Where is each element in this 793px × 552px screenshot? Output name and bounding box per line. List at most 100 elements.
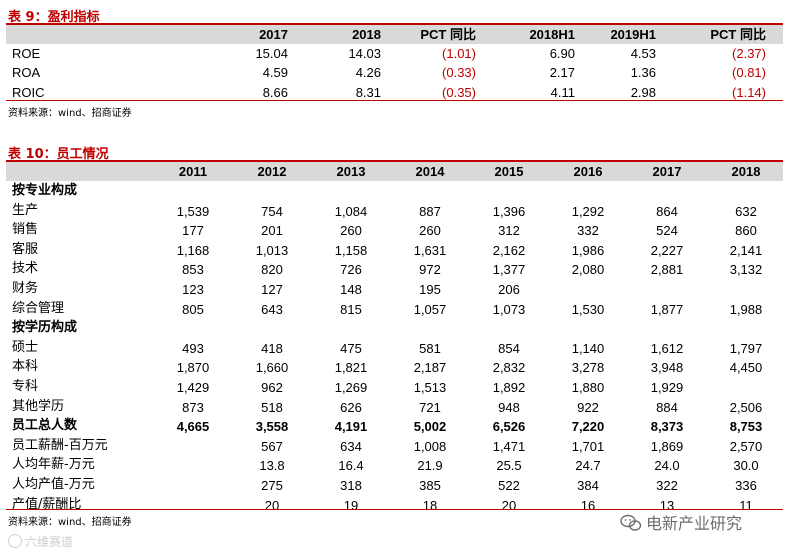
table10-section-label: 按学历构成 — [12, 320, 78, 335]
table10-cell: 948 — [498, 400, 520, 415]
table10-row-label: 本科 — [12, 359, 39, 374]
table10-cell: 581 — [419, 341, 441, 356]
table9-cell: 2.17 — [549, 65, 575, 80]
table9-cell: 8.66 — [262, 85, 288, 100]
table10-col-header: 2014 — [415, 164, 445, 179]
table10-cell: 1,013 — [255, 243, 289, 258]
table10-cell: 1,660 — [255, 360, 289, 375]
table10-cell: 567 — [261, 439, 283, 454]
table10-cell: 1,158 — [334, 243, 368, 258]
table10-col-header: 2018 — [731, 164, 761, 179]
table10-cell: 1,869 — [650, 439, 684, 454]
table10-cell: 1,292 — [571, 204, 605, 219]
table10-cell: 20 — [501, 498, 517, 513]
table9-row-label: ROA — [12, 65, 41, 80]
table10-cell: 1,870 — [176, 360, 210, 375]
table10-cell: 148 — [340, 282, 362, 297]
table10-cell: 726 — [340, 262, 362, 277]
table9-cell: (2.37) — [732, 46, 766, 61]
corner-watermark-text: 六维赛道 — [25, 535, 74, 549]
table10-cell: 206 — [498, 282, 520, 297]
table10-cell: 3,948 — [650, 360, 684, 375]
table10-cell: 6,526 — [492, 419, 526, 434]
table10-row-label: 产值/薪酬比 — [12, 497, 82, 512]
table9-col-header: 2018 — [352, 27, 381, 42]
table10-row-label: 销售 — [12, 222, 39, 237]
table10-cell: 1,471 — [492, 439, 526, 454]
table10-cell: 518 — [261, 400, 283, 415]
table10-row-label: 生产 — [12, 203, 39, 218]
table10-col-header: 2015 — [494, 164, 524, 179]
table10-cell: 632 — [735, 204, 757, 219]
table10-cell: 2,832 — [492, 360, 526, 375]
table10-top-rule — [6, 160, 783, 162]
table10-cell: 873 — [182, 400, 204, 415]
table9-source: 资料来源：wind、招商证券 — [8, 108, 132, 119]
table10-cell: 5,002 — [413, 419, 447, 434]
table10-cell: 2,187 — [413, 360, 447, 375]
table10-cell: 16 — [580, 498, 596, 513]
table10-cell: 962 — [261, 380, 283, 395]
table9-cell: 8.31 — [355, 85, 381, 100]
table10-row-label: 硕士 — [12, 340, 39, 355]
table9-cell: 15.04 — [255, 46, 288, 61]
table10-row-label: 员工薪酬-百万元 — [12, 438, 108, 453]
table10-row-label: 财务 — [12, 281, 39, 296]
table10-cell: 332 — [577, 223, 599, 238]
table10-cell: 1,988 — [729, 302, 763, 317]
table10-cell: 1,821 — [334, 360, 368, 375]
table9-header-band — [6, 25, 783, 44]
table10-cell: 13 — [659, 498, 675, 513]
table10-cell: 418 — [261, 341, 283, 356]
table10-cell: 721 — [419, 400, 441, 415]
table10-cell: 922 — [577, 400, 599, 415]
table10-cell: 384 — [577, 478, 599, 493]
corner-watermark: 六维赛道 — [8, 533, 73, 550]
table9-cell: (0.33) — [442, 65, 476, 80]
table10-cell: 4,450 — [729, 360, 763, 375]
table10-cell: 493 — [182, 341, 204, 356]
table10-cell: 322 — [656, 478, 678, 493]
table9-row-label: ROE — [12, 46, 41, 61]
table9-cell: (1.01) — [442, 46, 476, 61]
table9-cell: 1.36 — [630, 65, 656, 80]
table10-col-header: 2013 — [336, 164, 366, 179]
table9-cell: 4.59 — [262, 65, 288, 80]
table10-col-header: 2016 — [573, 164, 603, 179]
table10-cell: 1,929 — [650, 380, 684, 395]
table10-cell: 972 — [419, 262, 441, 277]
table10-row-label: 其他学历 — [12, 399, 65, 414]
table10-cell: 854 — [498, 341, 520, 356]
table10-cell: 2,162 — [492, 243, 526, 258]
table10-cell: 18 — [422, 498, 438, 513]
table10-cell: 1,631 — [413, 243, 447, 258]
table10-cell: 1,612 — [650, 341, 684, 356]
table10-cell: 522 — [498, 478, 520, 493]
table10-cell: 643 — [261, 302, 283, 317]
table10-cell: 626 — [340, 400, 362, 415]
table10-cell: 1,396 — [492, 204, 526, 219]
table10-cell: 127 — [261, 282, 283, 297]
table10-cell: 887 — [419, 204, 441, 219]
table10-cell: 13.8 — [259, 458, 285, 473]
table10-cell: 884 — [656, 400, 678, 415]
table10-row-label: 人均产值-万元 — [12, 477, 95, 492]
table10-row-label: 员工总人数 — [12, 418, 78, 433]
table10-cell: 860 — [735, 223, 757, 238]
table9-col-header: 2018H1 — [529, 27, 575, 42]
table10-cell: 1,008 — [413, 439, 447, 454]
table10-cell: 853 — [182, 262, 204, 277]
table10-cell: 2,881 — [650, 262, 684, 277]
table10-cell: 1,140 — [571, 341, 605, 356]
table10-cell: 195 — [419, 282, 441, 297]
table10-cell: 3,278 — [571, 360, 605, 375]
table10-cell: 312 — [498, 223, 520, 238]
table10-cell: 7,220 — [571, 419, 605, 434]
wechat-watermark-text: 电新产业研究 — [646, 514, 743, 533]
table9-cell: 2.98 — [630, 85, 656, 100]
table10-cell: 8,373 — [650, 419, 684, 434]
table9-cell: 4.11 — [550, 85, 575, 100]
table9-cell: (1.14) — [732, 85, 766, 100]
table9-cell: 14.03 — [348, 46, 381, 61]
table10-row-label: 专科 — [12, 379, 39, 394]
